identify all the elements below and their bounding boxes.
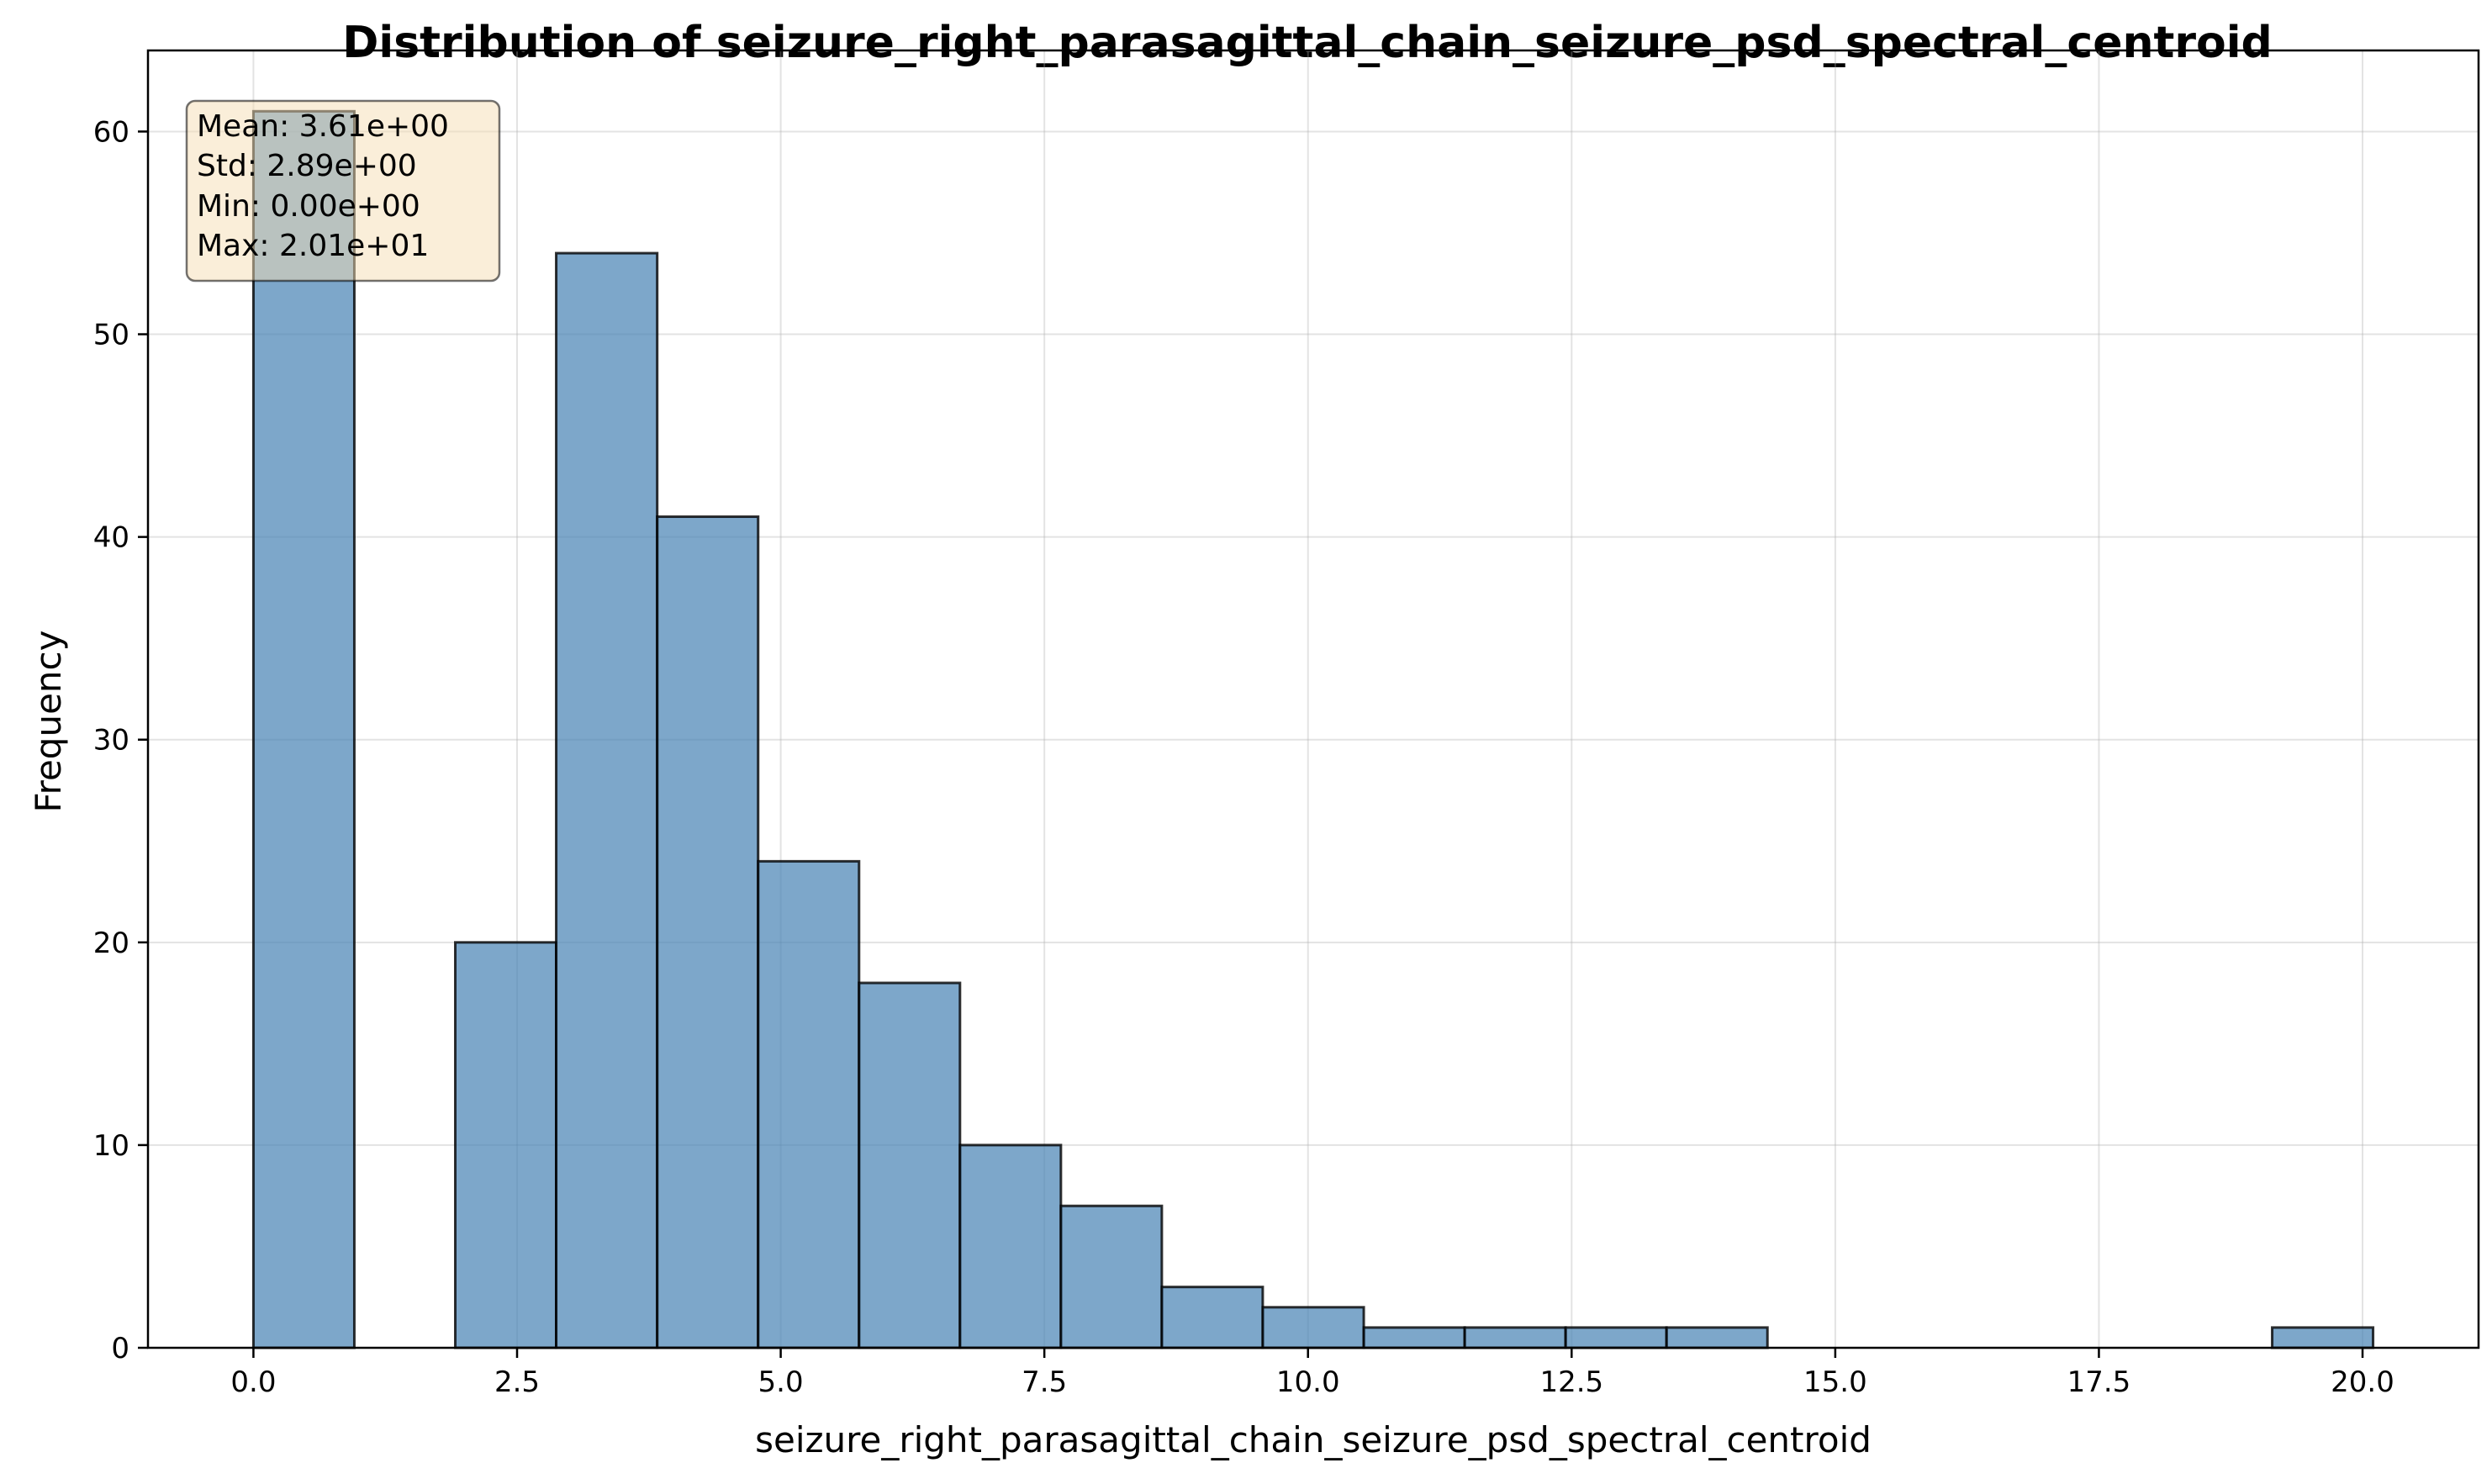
stats-box-background xyxy=(185,99,501,283)
y-tick-label-6: 60 xyxy=(93,115,129,149)
histogram-bar-3 xyxy=(555,251,659,1349)
y-tick-label-3: 30 xyxy=(93,724,129,758)
histogram-bar-7 xyxy=(958,1143,1063,1349)
x-tick-label-6: 15.0 xyxy=(1803,1365,1867,1399)
y-tick-label-1: 10 xyxy=(93,1129,129,1163)
x-tick-label-3: 7.5 xyxy=(1022,1365,1067,1399)
x-tick-label-7: 17.5 xyxy=(2067,1365,2131,1399)
y-tick-label-2: 20 xyxy=(93,927,129,960)
histogram-bar-13 xyxy=(1564,1326,1668,1349)
chart-title: Distribution of seizure_right_parasagitt… xyxy=(342,18,2273,68)
histogram-bar-14 xyxy=(1665,1326,1769,1349)
histogram-bar-5 xyxy=(757,859,861,1349)
stats-box: Mean: 3.61e+00 Std: 2.89e+00 Min: 0.00e+… xyxy=(185,99,501,283)
x-tick-label-5: 12.5 xyxy=(1539,1365,1603,1399)
x-tick-label-1: 2.5 xyxy=(494,1365,540,1399)
y-tick-label-4: 40 xyxy=(93,521,129,555)
histogram-bar-2 xyxy=(454,941,558,1349)
histogram-bar-12 xyxy=(1463,1326,1567,1349)
x-tick-label-0: 0.0 xyxy=(230,1365,276,1399)
histogram-bar-11 xyxy=(1362,1326,1466,1349)
plot-area-frame xyxy=(146,49,2480,1349)
y-tick-label-5: 50 xyxy=(93,319,129,352)
y-tick-label-0: 0 xyxy=(111,1332,129,1365)
x-tick-label-2: 5.0 xyxy=(758,1365,804,1399)
histogram-bar-9 xyxy=(1160,1286,1264,1349)
histogram-bar-6 xyxy=(858,981,962,1349)
histogram-bars xyxy=(251,109,2375,1349)
histogram-bar-20 xyxy=(2271,1326,2375,1349)
histogram-bar-0 xyxy=(251,109,356,1349)
histogram-bar-4 xyxy=(656,515,760,1349)
stats-min: Min: 0.00e+00 xyxy=(197,189,420,224)
x-axis-ticks: 0.0 2.5 5.0 7.5 10.0 12.5 15.0 17.5 20.0 xyxy=(230,1348,2394,1399)
x-tick-label-8: 20.0 xyxy=(2331,1365,2394,1399)
x-tick-label-4: 10.0 xyxy=(1276,1365,1340,1399)
y-axis-ticks: 0 10 20 30 40 50 60 xyxy=(93,115,148,1365)
histogram-bar-8 xyxy=(1059,1204,1164,1349)
x-axis-label: seizure_right_parasagittal_chain_seizure… xyxy=(755,1419,1872,1460)
stats-max: Max: 2.01e+01 xyxy=(197,229,429,263)
histogram-bar-10 xyxy=(1261,1306,1365,1349)
stats-std: Std: 2.89e+00 xyxy=(197,149,417,183)
stats-mean: Mean: 3.61e+00 xyxy=(197,109,449,144)
y-axis-label: Frequency xyxy=(28,631,69,813)
